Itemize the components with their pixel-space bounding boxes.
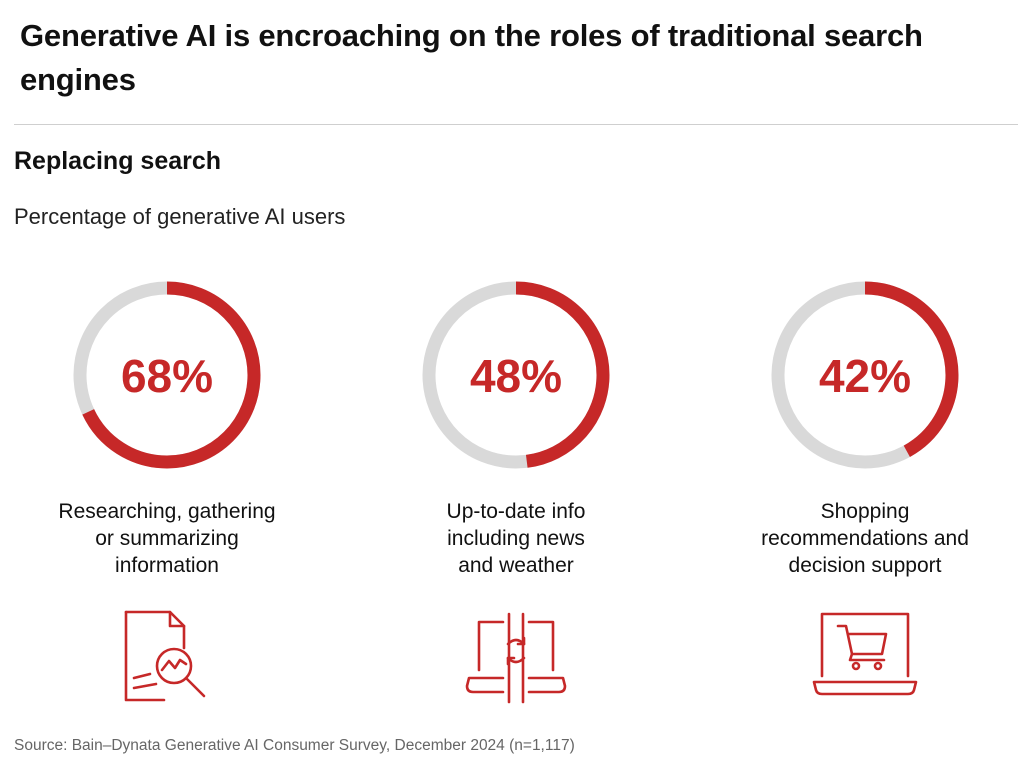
category-label-line: and weather: [458, 554, 574, 577]
donut-chart-up-to-date-info: 48%: [421, 280, 611, 470]
donut-value-arc: [771, 281, 959, 469]
donut-chart-researching: 68%: [72, 280, 262, 470]
laptop-refresh-icon: [461, 608, 571, 708]
category-label-line: Shopping: [820, 500, 910, 523]
donut-percent-label: 48%: [470, 350, 562, 402]
donut-chart-shopping: 42%: [770, 280, 960, 470]
category-label-line: or summarizing: [95, 527, 239, 550]
category-label-line: decision support: [788, 554, 942, 577]
document-magnifier-icon: [112, 608, 222, 708]
category-label-line: Up-to-date info: [446, 500, 586, 523]
section-caption: Percentage of generative AI users: [14, 204, 346, 229]
donut-percent-label: 68%: [121, 350, 213, 402]
category-label-line: recommendations and: [761, 527, 969, 550]
category-label-researching: Researching, gathering or summarizing in…: [17, 498, 317, 579]
source-note: Source: Bain–Dynata Generative AI Consum…: [14, 737, 575, 754]
donut-value-arc: [73, 281, 261, 469]
donut-value-arc: [422, 281, 610, 469]
donut-percent-label: 42%: [819, 350, 911, 402]
chart-title: Generative AI is encroaching on the role…: [20, 18, 923, 97]
category-label-line: information: [115, 554, 219, 577]
section-heading: Replacing search: [14, 147, 222, 175]
title-divider: [14, 124, 1018, 125]
category-label-line: Researching, gathering: [58, 500, 276, 523]
laptop-cart-icon: [810, 608, 920, 708]
category-label-shopping: Shopping recommendations and decision su…: [715, 498, 1015, 579]
category-label-line: including news: [447, 527, 585, 550]
category-label-up-to-date-info: Up-to-date info including news and weath…: [366, 498, 666, 579]
